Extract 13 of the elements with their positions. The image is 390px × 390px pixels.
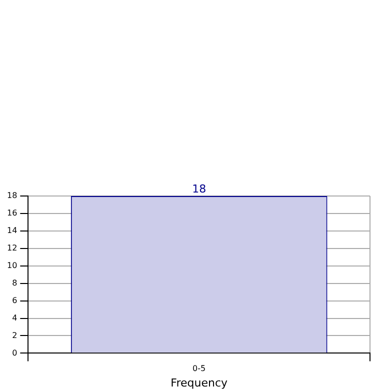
y-tick-label: 14 xyxy=(6,226,18,236)
x-axis-title: Frequency xyxy=(170,376,228,390)
y-tick-label: 0 xyxy=(12,348,18,358)
y-tick-label: 2 xyxy=(12,330,18,340)
y-tick-label: 18 xyxy=(6,191,18,200)
y-tick-label: 16 xyxy=(6,208,18,218)
y-tick-label: 8 xyxy=(12,278,18,288)
x-tick-label: 0-5 xyxy=(192,364,206,374)
y-tick-label: 6 xyxy=(12,296,18,305)
data-label: 18 xyxy=(192,182,206,196)
y-tick-label: 10 xyxy=(6,260,18,270)
y-tick-label: 4 xyxy=(12,313,18,322)
y-tick-label: 12 xyxy=(6,243,18,252)
